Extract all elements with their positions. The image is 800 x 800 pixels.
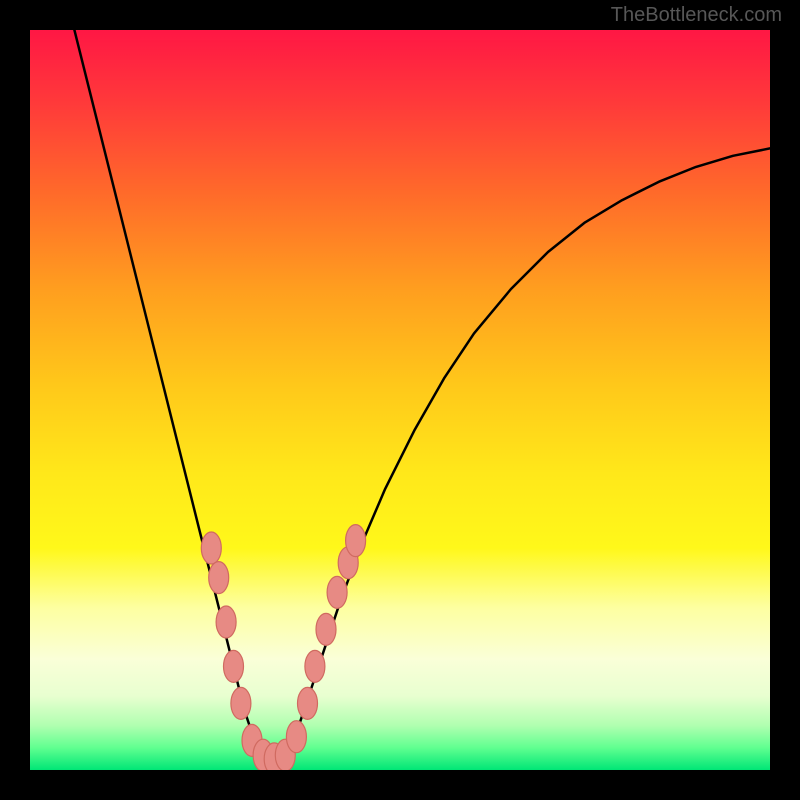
- chart-svg: [30, 30, 770, 770]
- data-marker: [231, 687, 251, 719]
- data-marker: [201, 532, 221, 564]
- watermark-text: TheBottleneck.com: [611, 4, 782, 27]
- data-marker: [327, 576, 347, 608]
- data-marker: [209, 562, 229, 594]
- plot-area: [30, 30, 770, 770]
- data-marker: [224, 650, 244, 682]
- data-marker: [316, 613, 336, 645]
- data-marker: [216, 606, 236, 638]
- data-marker: [286, 721, 306, 753]
- data-marker: [346, 525, 366, 557]
- data-marker: [305, 650, 325, 682]
- data-marker: [298, 687, 318, 719]
- gradient-background: [30, 30, 770, 770]
